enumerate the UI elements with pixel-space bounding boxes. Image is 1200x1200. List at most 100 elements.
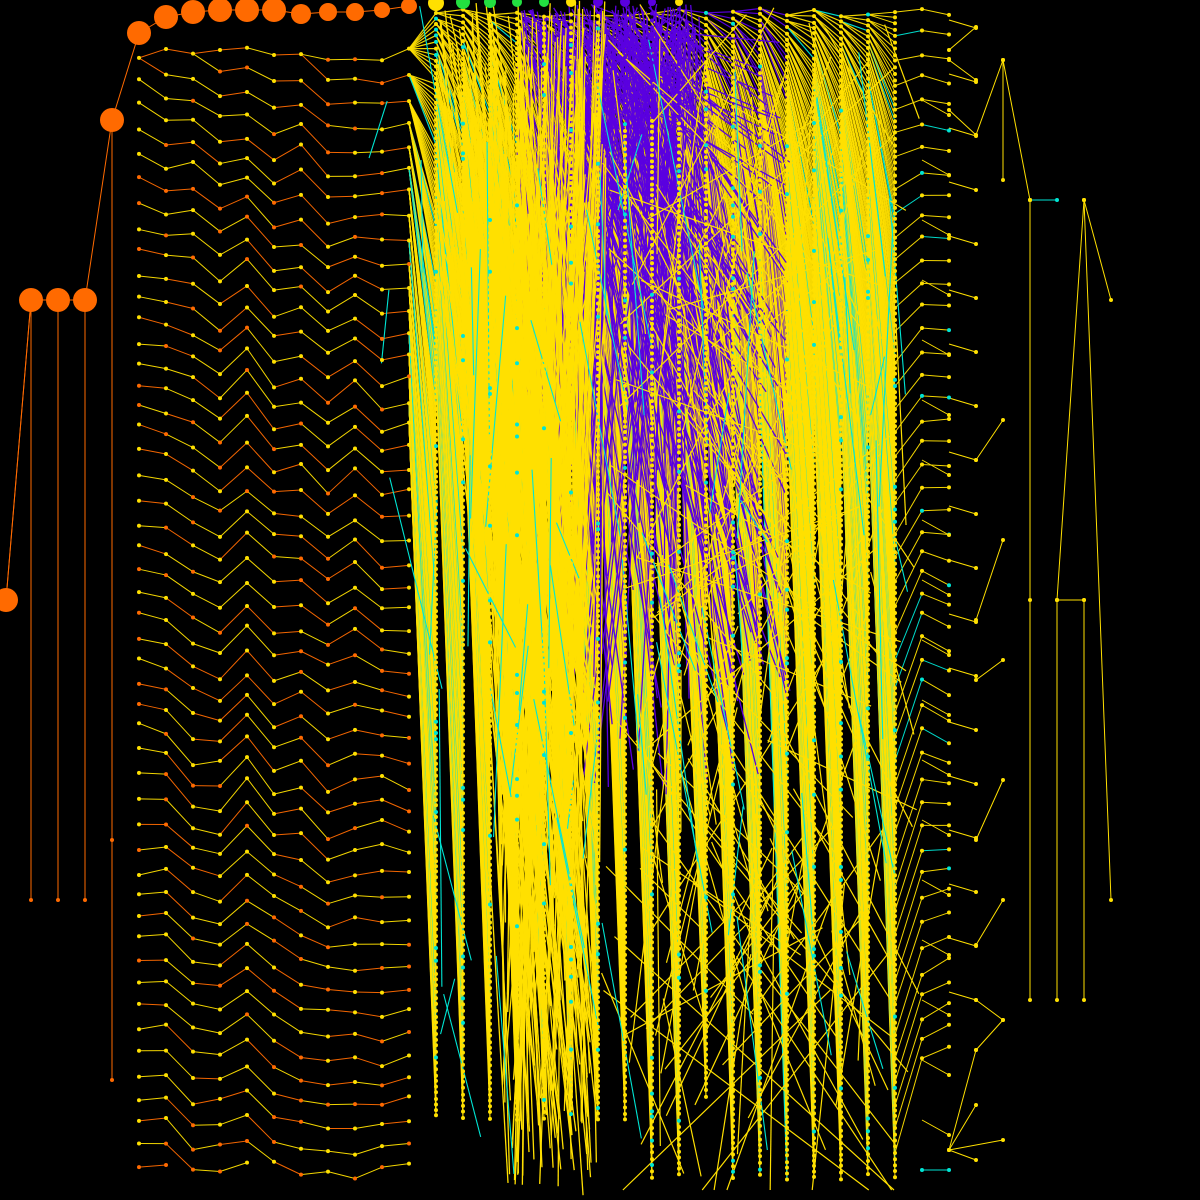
graph-edge [192, 1077, 221, 1080]
graph-edge [219, 348, 248, 375]
graph-edge [165, 188, 194, 192]
graph-edge [246, 67, 275, 82]
graph-edge [300, 444, 329, 471]
graph-edge [138, 129, 167, 146]
graph-edge [273, 378, 302, 388]
graph-edge [192, 593, 221, 609]
graph-edge [219, 943, 248, 966]
graph-edge [246, 307, 275, 337]
graph-node [137, 473, 141, 478]
graph-edge [300, 1148, 329, 1152]
graph-edge [165, 1074, 194, 1105]
graph-edge [381, 146, 410, 153]
graph-edge [219, 777, 248, 812]
graph-edge [354, 172, 383, 177]
graph-edge [273, 1161, 302, 1176]
graph-edge [381, 606, 410, 609]
graph-edge [381, 263, 410, 267]
graph-edge [327, 406, 356, 424]
graph-edge [408, 263, 437, 668]
graph-edge [138, 228, 167, 236]
graph-edge [354, 495, 383, 518]
graph-edge [165, 912, 194, 939]
graph-edge [327, 988, 356, 993]
graph-node [137, 175, 141, 180]
graph-edge [165, 324, 194, 336]
graph-edge [219, 735, 248, 762]
graph-edge [381, 799, 410, 812]
graph-edge [381, 919, 410, 923]
graph-edge [381, 965, 410, 969]
graph-edge [192, 1003, 221, 1010]
graph-edge [219, 392, 248, 419]
graph-node [137, 446, 141, 451]
graph-edge [165, 74, 194, 80]
graph-edge [381, 488, 410, 496]
graph-edge [219, 113, 248, 117]
graph-edge [354, 654, 383, 672]
graph-edge [273, 144, 302, 161]
graph-node [137, 151, 141, 156]
graph-edge [300, 53, 329, 81]
graph-edge [246, 466, 275, 493]
graph-edge [354, 729, 383, 736]
graph-edge [462, 22, 491, 65]
graph-edge [246, 1066, 275, 1094]
graph-edge [354, 213, 383, 218]
graph-edge [246, 442, 275, 473]
graph-edge [408, 167, 437, 404]
graph-edge [273, 169, 302, 184]
graph-edge [381, 402, 410, 410]
graph-edge [219, 625, 248, 654]
graph-edge [327, 360, 356, 378]
graph-edge [246, 825, 275, 855]
graph-edge [246, 392, 275, 430]
graph-edge [219, 582, 248, 609]
graph-edge [165, 141, 194, 146]
graph-edge [219, 675, 248, 702]
graph-edge [192, 376, 221, 399]
graph-edge [273, 873, 302, 888]
graph-edge [300, 489, 329, 515]
graph-node [137, 543, 141, 548]
graph-edge [327, 448, 356, 471]
graph-edge [192, 937, 221, 946]
graph-edge [138, 1074, 167, 1078]
graph-edge [354, 406, 383, 433]
graph-edge [219, 327, 248, 351]
graph-edge [165, 959, 194, 984]
graph-edge [273, 1116, 302, 1123]
graph-edge [138, 1164, 167, 1168]
graph-edge [354, 448, 383, 473]
graph-edge [300, 1171, 329, 1176]
graph-edge [165, 433, 194, 448]
graph-edge [192, 917, 221, 925]
graph-edge [408, 422, 437, 1116]
graph-edge [138, 57, 167, 76]
graph-edge [354, 236, 383, 240]
graph-edge [219, 1013, 248, 1034]
graph-edge [273, 306, 302, 318]
graph-edge [435, 373, 464, 1118]
graph-edge [273, 53, 302, 56]
graph-node [137, 201, 141, 206]
graph-edge [192, 1124, 221, 1126]
graph-node [137, 498, 141, 503]
graph-node [137, 610, 141, 615]
graph-edge [138, 343, 167, 347]
graph-edge [381, 422, 410, 433]
graph-edge [381, 689, 410, 698]
graph-edge [408, 48, 437, 62]
graph-edge [381, 843, 410, 853]
graph-edge [300, 123, 329, 153]
graph-edge [273, 512, 302, 518]
graph-edge [273, 555, 302, 559]
graph-edge [138, 798, 167, 800]
graph-edge [300, 169, 329, 198]
graph-edge [408, 34, 437, 50]
graph-node [137, 822, 141, 827]
graph-edge [327, 943, 356, 948]
graph-edge [192, 1169, 221, 1172]
graph-edge [246, 138, 275, 161]
graph-edge [192, 141, 221, 164]
